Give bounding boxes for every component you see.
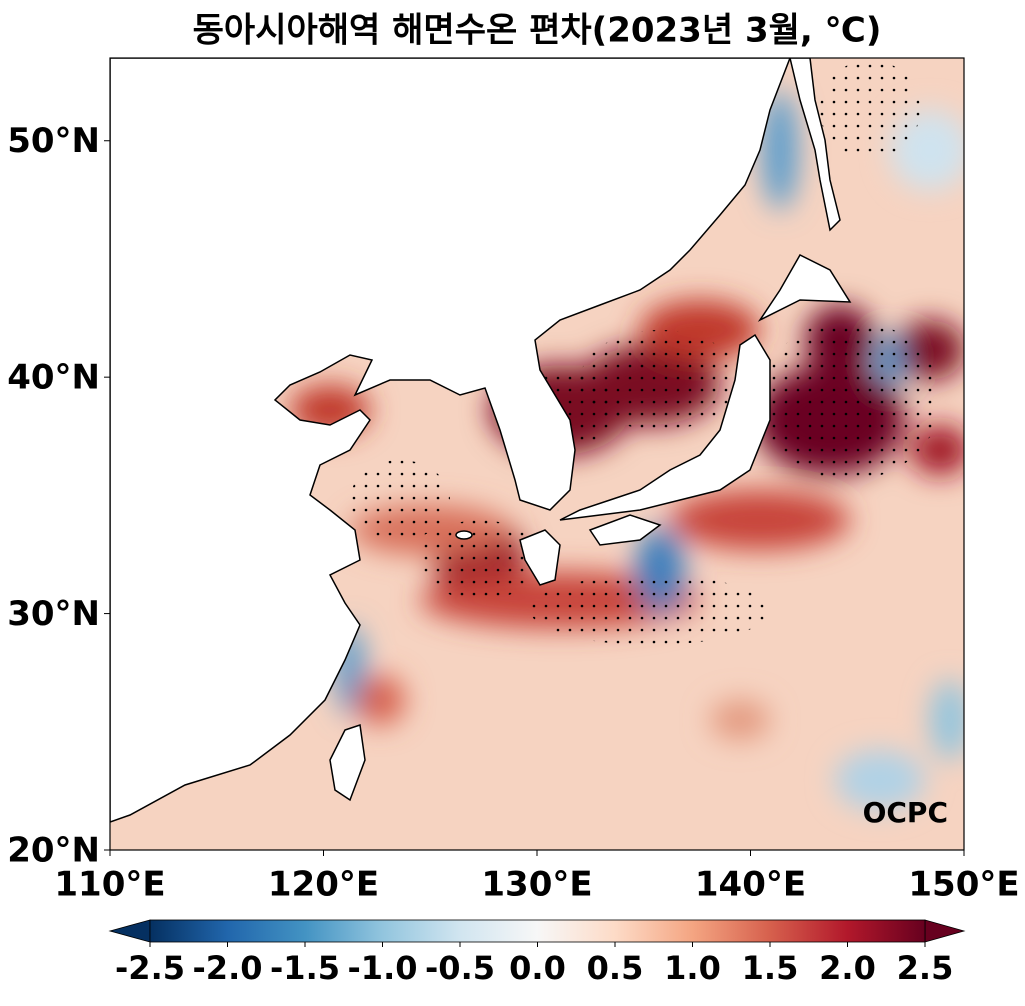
colorbar-tick-label: 1.0 <box>664 949 721 987</box>
axes: 110°E 120°E 130°E 140°E 150°E 20°N 30°N 40°N 50°… <box>7 121 1019 904</box>
x-tick-label: 150°E <box>908 865 1019 905</box>
y-tick-label: 30°N <box>7 594 100 634</box>
land <box>110 58 852 823</box>
x-tick-label: 110°E <box>54 865 165 905</box>
x-tick-label: 140°E <box>695 865 806 905</box>
colorbar-tick-label: 2.0 <box>819 949 876 987</box>
colorbar-extend-low <box>108 919 151 943</box>
colorbar-tick-label: 1.5 <box>742 949 799 987</box>
colorbar-tick-label: -1.5 <box>270 949 340 987</box>
map-title: 동아시아해역 해면수온 편차(2023년 3월, ℃) <box>193 11 882 51</box>
colorbar-scale <box>149 919 926 943</box>
colorbar-tick-label: -2.0 <box>193 949 263 987</box>
colorbar-tick-label: 2.5 <box>897 949 954 987</box>
colorbar-tick-label: -2.5 <box>115 949 185 987</box>
colorbar-tick-label: -0.5 <box>425 949 495 987</box>
x-tick-label: 120°E <box>268 865 379 905</box>
watermark: OCPC <box>863 796 948 829</box>
y-tick-label: 50°N <box>7 121 100 161</box>
colorbar-tick-label: 0.5 <box>587 949 644 987</box>
colorbar-tick-label: -1.0 <box>348 949 418 987</box>
y-tick-label: 20°N <box>7 831 100 871</box>
colorbar-tick-label: 0.0 <box>509 949 566 987</box>
x-tick-label: 130°E <box>481 865 592 905</box>
colorbar-extend-high <box>924 919 966 943</box>
y-tick-label: 40°N <box>7 358 100 398</box>
colorbar: -2.5 -2.0 -1.5 -1.0 -0.5 0.0 0.5 1.0 1.5 2.0 2.5 <box>108 919 966 987</box>
significance-stipple <box>350 60 940 645</box>
